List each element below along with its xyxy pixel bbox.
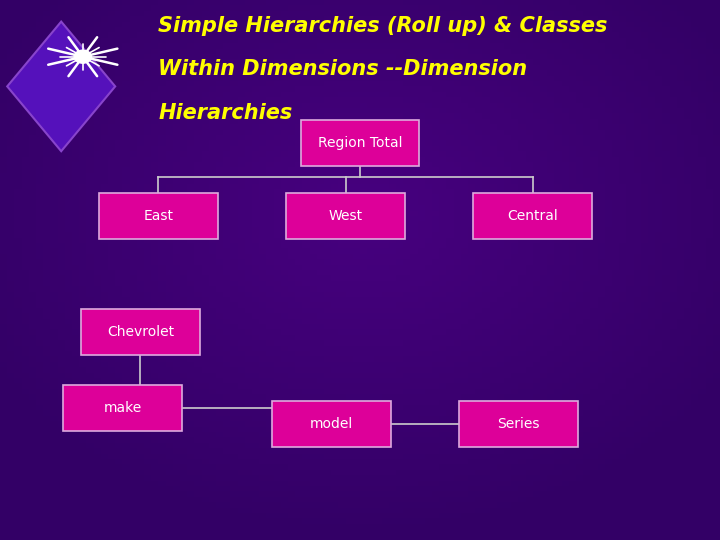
FancyBboxPatch shape [81,309,200,355]
Text: Within Dimensions --Dimension: Within Dimensions --Dimension [158,59,528,79]
Polygon shape [7,22,115,151]
FancyBboxPatch shape [474,193,593,239]
Text: East: East [143,209,174,223]
Text: Hierarchies: Hierarchies [158,103,292,123]
FancyBboxPatch shape [63,384,181,431]
Text: model: model [310,417,353,431]
FancyBboxPatch shape [287,193,405,239]
FancyBboxPatch shape [99,193,217,239]
Text: Simple Hierarchies (Roll up) & Classes: Simple Hierarchies (Roll up) & Classes [158,16,608,36]
Text: Central: Central [508,209,558,223]
FancyBboxPatch shape [301,120,419,166]
Text: Series: Series [497,417,540,431]
Circle shape [74,50,91,63]
Text: West: West [328,209,363,223]
FancyBboxPatch shape [459,401,577,447]
Text: Chevrolet: Chevrolet [107,325,174,339]
Text: Region Total: Region Total [318,136,402,150]
Text: make: make [103,401,142,415]
FancyBboxPatch shape [272,401,390,447]
